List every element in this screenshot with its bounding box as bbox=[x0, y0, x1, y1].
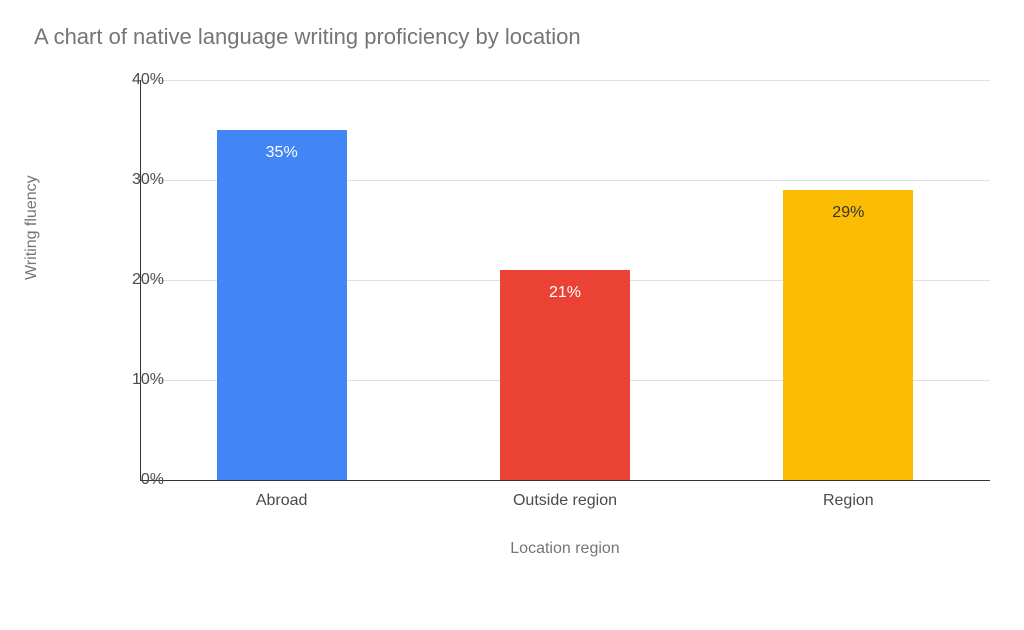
x-tick-label: Outside region bbox=[513, 492, 617, 510]
plot-area: 35% 21% 29% bbox=[140, 80, 990, 480]
gridline bbox=[140, 80, 990, 81]
y-axis-title: Writing fluency bbox=[23, 175, 41, 280]
y-tick-label: 20% bbox=[104, 271, 164, 289]
bar-value-label: 35% bbox=[217, 144, 347, 162]
x-axis-title: Location region bbox=[510, 540, 619, 557]
y-tick-label: 30% bbox=[104, 171, 164, 189]
bar: 21% bbox=[500, 270, 630, 480]
x-axis-line bbox=[140, 480, 990, 481]
x-tick-label: Abroad bbox=[256, 492, 308, 510]
bar: 35% bbox=[217, 130, 347, 480]
x-tick-label: Region bbox=[823, 492, 874, 510]
x-axis-title-wrap: Location region bbox=[140, 540, 990, 558]
chart-title: A chart of native language writing profi… bbox=[34, 24, 581, 50]
bar: 29% bbox=[783, 190, 913, 480]
bar-value-label: 21% bbox=[500, 284, 630, 302]
y-tick-label: 10% bbox=[104, 371, 164, 389]
y-tick-label: 40% bbox=[104, 71, 164, 89]
y-tick-label: 0% bbox=[104, 471, 164, 489]
bar-value-label: 29% bbox=[783, 204, 913, 222]
bar-chart: A chart of native language writing profi… bbox=[0, 0, 1024, 630]
